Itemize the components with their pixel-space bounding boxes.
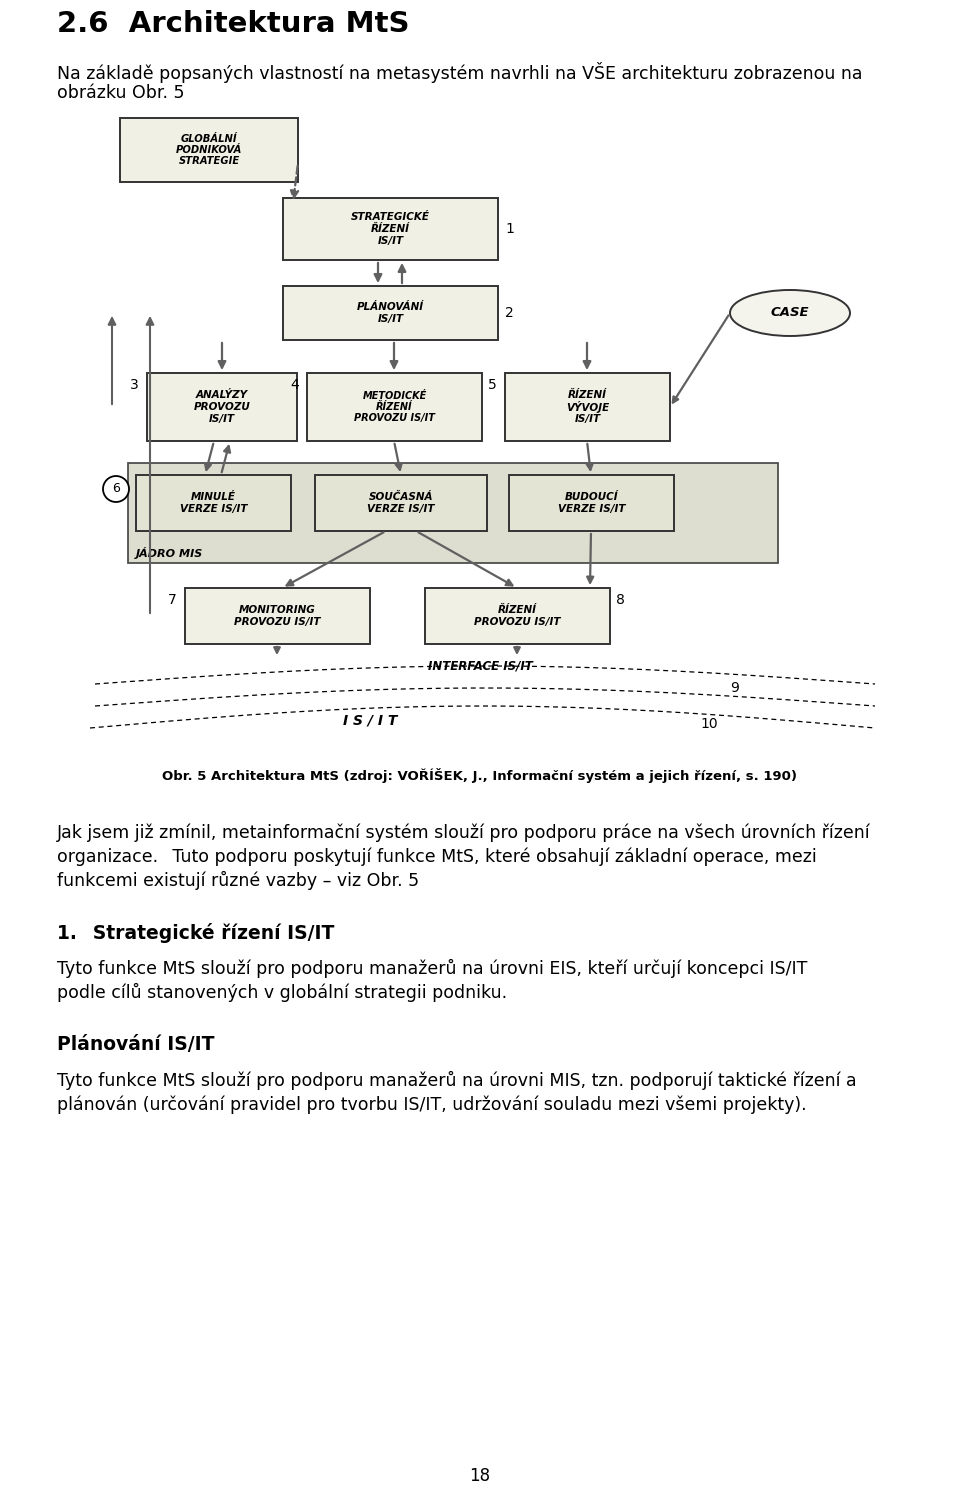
Text: Jak jsem již zmínil, metainformační systém slouží pro podporu práce na všech úro: Jak jsem již zmínil, metainformační syst…	[57, 823, 871, 842]
Text: CASE: CASE	[771, 307, 809, 319]
FancyArrowPatch shape	[275, 647, 279, 653]
Text: IS/IT: IS/IT	[377, 236, 403, 246]
Text: PROVOZU IS/IT: PROVOZU IS/IT	[354, 413, 435, 423]
Bar	[128, 462, 778, 564]
FancyArrowPatch shape	[287, 532, 384, 585]
FancyArrowPatch shape	[204, 444, 213, 470]
Text: PLÁNOVÁNÍ: PLÁNOVÁNÍ	[357, 302, 424, 313]
Text: IS/IT: IS/IT	[574, 414, 601, 423]
Text: 5: 5	[488, 378, 496, 391]
FancyArrowPatch shape	[398, 266, 405, 283]
Text: ŘÍZENÍ: ŘÍZENÍ	[371, 224, 410, 234]
FancyArrowPatch shape	[222, 446, 230, 473]
Text: VERZE IS/IT: VERZE IS/IT	[558, 503, 625, 514]
Text: VERZE IS/IT: VERZE IS/IT	[180, 503, 248, 514]
Text: IS/IT: IS/IT	[209, 414, 235, 423]
FancyArrowPatch shape	[587, 444, 592, 470]
Bar	[185, 588, 370, 644]
Text: 3: 3	[130, 378, 139, 391]
FancyArrowPatch shape	[374, 263, 381, 281]
FancyArrowPatch shape	[395, 444, 401, 470]
Text: 18: 18	[469, 1467, 491, 1485]
Text: 8: 8	[616, 592, 625, 607]
Bar	[509, 474, 674, 530]
Text: Plánování IS/IT: Plánování IS/IT	[57, 1035, 214, 1055]
FancyArrowPatch shape	[391, 343, 397, 367]
Text: 4: 4	[290, 378, 299, 391]
Bar	[136, 474, 291, 530]
Text: ANALÝZY: ANALÝZY	[196, 390, 248, 400]
Bar	[307, 373, 482, 441]
FancyArrowPatch shape	[588, 533, 593, 583]
Text: JÁDRO MIS: JÁDRO MIS	[136, 547, 204, 559]
Text: VERZE IS/IT: VERZE IS/IT	[368, 503, 435, 514]
Text: 6: 6	[112, 482, 120, 496]
Bar	[315, 474, 487, 530]
Text: obrázku Obr. 5: obrázku Obr. 5	[57, 85, 184, 103]
Text: ŘÍZENÍ: ŘÍZENÍ	[376, 402, 413, 413]
FancyArrowPatch shape	[219, 343, 226, 367]
Text: Na základě popsaných vlastností na metasystém navrhli na VŠE architekturu zobraz: Na základě popsaných vlastností na metas…	[57, 62, 862, 83]
Text: STRATEGIE: STRATEGIE	[179, 156, 240, 166]
Text: SOUČASNÁ: SOUČASNÁ	[369, 493, 433, 502]
Bar	[120, 118, 298, 181]
Text: podle cílů stanovených v globální strategii podniku.: podle cílů stanovených v globální strate…	[57, 984, 507, 1002]
Text: Tyto funkce MtS slouží pro podporu manažerů na úrovni MIS, tzn. podporují taktic: Tyto funkce MtS slouží pro podporu manaž…	[57, 1071, 856, 1089]
Text: PROVOZU IS/IT: PROVOZU IS/IT	[234, 616, 321, 627]
Text: MONITORING: MONITORING	[239, 606, 316, 615]
Bar	[425, 588, 610, 644]
Bar	[283, 198, 498, 260]
Text: plánován (určování pravidel pro tvorbu IS/IT, udržování souladu mezi všemi proje: plánován (určování pravidel pro tvorbu I…	[57, 1095, 806, 1114]
Text: IS/IT: IS/IT	[377, 314, 403, 323]
Text: PROVOZU IS/IT: PROVOZU IS/IT	[474, 616, 561, 627]
Text: ŘÍZENÍ: ŘÍZENÍ	[568, 390, 607, 400]
Ellipse shape	[730, 290, 850, 335]
Text: organizace.  Tuto podporu poskytují funkce MtS, které obsahují základní operace,: organizace. Tuto podporu poskytují funkc…	[57, 848, 817, 866]
Text: PODNIKOVÁ: PODNIKOVÁ	[176, 145, 242, 156]
FancyArrowPatch shape	[419, 532, 513, 585]
Text: funkcemi existují různé vazby – viz Obr. 5: funkcemi existují různé vazby – viz Obr.…	[57, 870, 420, 890]
Text: 7: 7	[168, 592, 177, 607]
Text: 2: 2	[505, 307, 514, 320]
Text: INTERFACE IS/IT: INTERFACE IS/IT	[427, 659, 533, 672]
Text: Tyto funkce MtS slouží pro podporu manažerů na úrovni EIS, kteří určují koncepci: Tyto funkce MtS slouží pro podporu manaž…	[57, 959, 807, 978]
FancyArrowPatch shape	[291, 166, 299, 198]
Text: 1.  Strategické řízení IS/IT: 1. Strategické řízení IS/IT	[57, 923, 334, 943]
Text: I S / I T: I S / I T	[343, 715, 397, 728]
Bar	[147, 373, 297, 441]
Text: VÝVOJE: VÝVOJE	[565, 400, 610, 413]
Text: GLOBÁLNÍ: GLOBÁLNÍ	[180, 134, 237, 144]
Text: Obr. 5 Architektura MtS (zdroj: VOŘÍŠEK, J., Informační systém a jejich řízení, : Obr. 5 Architektura MtS (zdroj: VOŘÍŠEK,…	[162, 768, 798, 783]
Text: 10: 10	[700, 718, 718, 731]
Text: 9: 9	[730, 681, 739, 695]
Text: MINULÉ: MINULÉ	[191, 493, 236, 502]
Text: BUDOUCÍ: BUDOUCÍ	[564, 493, 618, 502]
FancyArrowPatch shape	[673, 316, 729, 402]
Bar	[505, 373, 670, 441]
Text: 1: 1	[505, 222, 514, 236]
Text: STRATEGICKÉ: STRATEGICKÉ	[351, 213, 430, 222]
FancyArrowPatch shape	[515, 647, 519, 653]
Text: METODICKÉ: METODICKÉ	[362, 391, 426, 400]
FancyArrowPatch shape	[584, 343, 590, 367]
Circle shape	[103, 476, 129, 502]
Text: 2.6  Architektura MtS: 2.6 Architektura MtS	[57, 11, 410, 38]
Bar	[283, 286, 498, 340]
Text: PROVOZU: PROVOZU	[194, 402, 251, 413]
Text: ŘÍZENÍ: ŘÍZENÍ	[498, 604, 537, 615]
